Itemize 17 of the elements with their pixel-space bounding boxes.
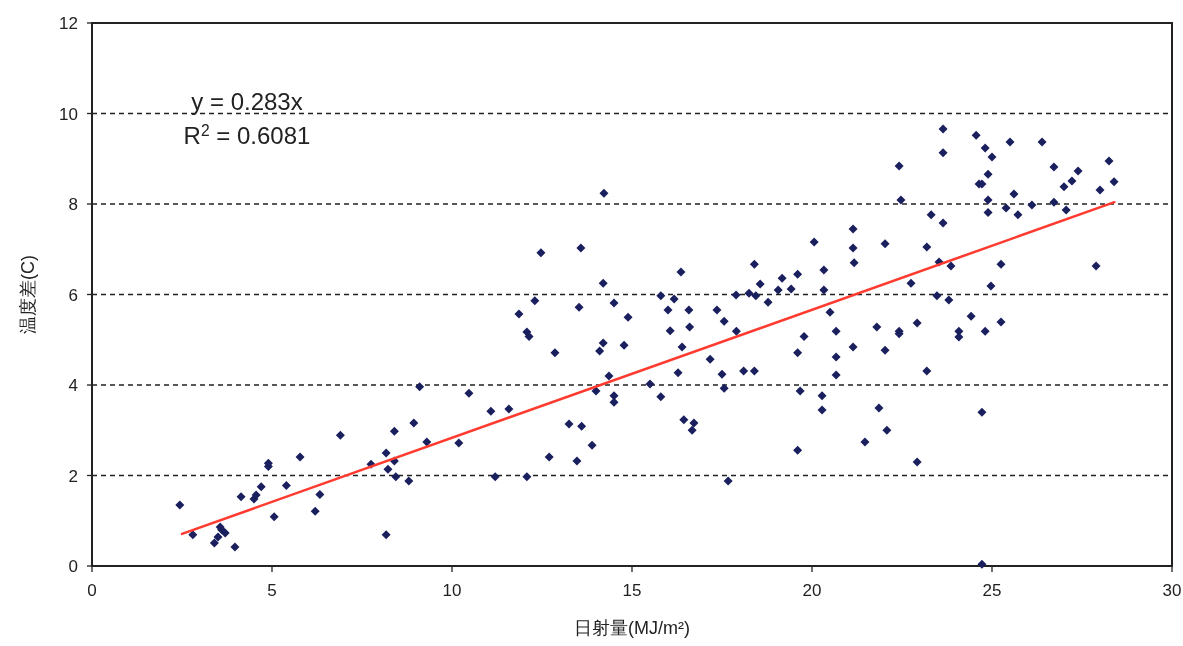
y-tick-label: 0 [68, 557, 78, 576]
y-tick-label: 2 [68, 466, 78, 486]
y-tick-label: 8 [68, 195, 78, 214]
x-tick-label: 25 [982, 581, 1002, 600]
x-tick-label: 10 [442, 581, 462, 600]
x-tick-label: 0 [87, 581, 97, 600]
y-tick-label: 12 [59, 14, 78, 33]
y-axis-title: 温度差(C) [18, 255, 38, 334]
y-tick-label: 10 [59, 104, 78, 124]
x-tick-label: 15 [622, 581, 642, 600]
x-tick-label: 5 [267, 581, 277, 600]
y-tick-label: 4 [68, 376, 78, 395]
annotation: R$^{2}$ = 0.6081 [183, 121, 311, 149]
x-axis-title: 日射量(MJ/m²) [574, 618, 690, 638]
x-tick-label: 30 [1162, 581, 1182, 600]
y-tick-label: 6 [68, 285, 78, 305]
x-tick-label: 20 [802, 581, 822, 600]
